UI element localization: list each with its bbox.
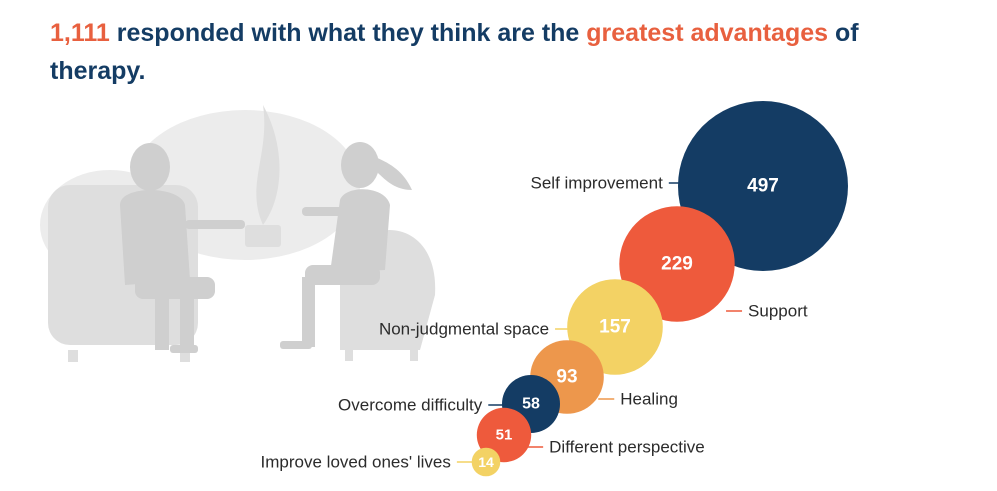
- therapy-session-illustration: [40, 105, 436, 362]
- bubble-label: Support: [748, 302, 808, 321]
- headline-count: 1,111: [50, 19, 110, 47]
- headline-end: of therapy.: [50, 19, 859, 85]
- bubble-label: Self improvement: [531, 174, 664, 193]
- bubble-non-judgmental-space: 157 Non-judgmental space: [379, 279, 663, 375]
- bubble-value: 51: [496, 427, 513, 444]
- bubble-value: 229: [661, 254, 693, 275]
- bubble-improve-loved-ones-lives: 14 Improve loved ones' lives: [261, 447, 501, 477]
- bubble-value: 93: [556, 367, 577, 388]
- bubble-label: Non-judgmental space: [379, 320, 549, 339]
- bubble-label: Overcome difficulty: [338, 396, 483, 415]
- headline: 1,111 responded with what they think are…: [50, 14, 950, 90]
- bubble-label: Healing: [620, 390, 678, 409]
- bubble-value: 14: [478, 454, 494, 470]
- bubble-value: 497: [747, 176, 779, 197]
- bubble-different-perspective: 51 Different perspective: [476, 407, 705, 463]
- bubble-circle: [471, 447, 501, 477]
- bubble-value: 58: [522, 396, 540, 413]
- bubble-label: Different perspective: [549, 438, 705, 457]
- bubble-label: Improve loved ones' lives: [261, 453, 451, 472]
- bubble-value: 157: [599, 317, 631, 338]
- headline-middle: responded with what they think are the: [109, 19, 587, 47]
- headline-highlight: greatest advantages: [586, 19, 829, 47]
